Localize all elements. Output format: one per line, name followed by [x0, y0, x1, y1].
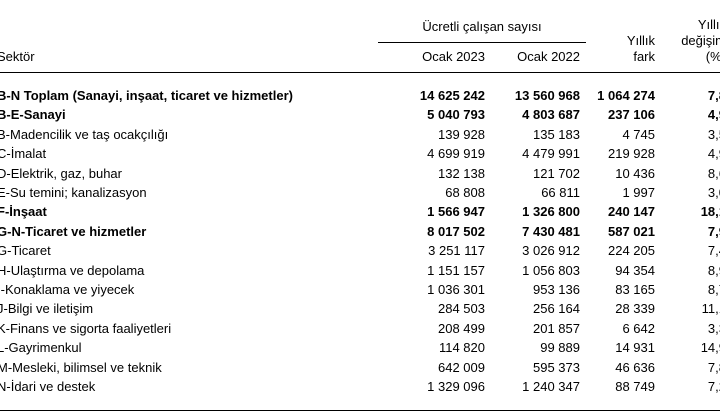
cell-value: 1 997: [622, 185, 655, 200]
row-label: K-Finans ve sigorta faaliyetleri: [0, 320, 172, 336]
cell-value: 11,1: [701, 301, 720, 317]
cell-value: 46 636: [615, 359, 655, 375]
cell-value: 18,1: [700, 204, 720, 220]
cell-value: 4 479 991: [522, 146, 580, 162]
cell-value: 68 808: [445, 185, 485, 200]
cell-value: 4 745: [622, 126, 655, 142]
cell-value: 3 251 117: [428, 243, 485, 259]
cell-value: 1 566 947: [427, 204, 485, 220]
cell-value: 14 931: [615, 340, 655, 356]
column-header: Yıllık fark: [626, 33, 655, 64]
cell-value: 83 165: [615, 282, 655, 297]
cell-value: 8,9: [707, 262, 720, 278]
cell-value: 88 749: [615, 379, 655, 394]
column-header: Ocak 2023: [422, 49, 485, 64]
row-label: B-Madencilik ve taş ocakçılığı: [0, 126, 169, 142]
cell-value: 3 026 912: [522, 243, 580, 259]
row-label: D-Elektrik, gaz, buhar: [0, 165, 122, 181]
cell-value: 1 151 157: [427, 262, 485, 278]
cell-value: 7,4: [707, 243, 720, 259]
cell-value: 3,5: [707, 126, 720, 142]
cell-value: 8,7: [707, 282, 720, 297]
cell-value: 8,6: [707, 165, 720, 181]
cell-value: 219 928: [608, 146, 655, 162]
cell-value: 121 702: [533, 165, 580, 181]
cell-value: 256 164: [533, 301, 580, 317]
row-label: B-E-Sanayi: [0, 107, 66, 123]
cell-value: 595 373: [533, 359, 580, 375]
cell-value: 1 064 274: [597, 88, 655, 103]
row-label: N-İdari ve destek: [0, 379, 96, 394]
row-label: C-İmalat: [0, 146, 47, 162]
cell-value: 99 889: [540, 340, 580, 356]
cell-value: 135 183: [533, 126, 580, 142]
group-header: Ücretli çalışan sayısı: [422, 19, 542, 34]
row-label: J-Bilgi ve iletişim: [0, 301, 94, 317]
row-label: B-N Toplam (Sanayi, inşaat, ticaret ve h…: [0, 88, 293, 103]
cell-value: 284 503: [438, 301, 485, 317]
column-header: Yıllık değişim (%): [681, 17, 720, 64]
cell-value: 94 354: [615, 262, 655, 278]
cell-value: 7,2: [707, 379, 720, 394]
cell-value: 8 017 502: [427, 223, 485, 239]
row-label: E-Su temini; kanalizasyon: [0, 185, 147, 200]
cell-value: 13 560 968: [514, 88, 580, 103]
bottom-rule: [0, 410, 720, 411]
row-label: G-Ticaret: [0, 243, 51, 259]
row-label: L-Gayrimenkul: [0, 340, 82, 356]
row-label: I-Konaklama ve yiyecek: [0, 282, 135, 297]
column-header: Sektör: [0, 49, 35, 64]
cell-value: 1 036 301: [427, 282, 485, 297]
cell-value: 587 021: [608, 223, 655, 239]
row-label: F-İnşaat: [0, 204, 47, 220]
cell-value: 237 106: [608, 107, 655, 123]
cell-value: 1 329 096: [427, 379, 485, 394]
cell-value: 14,9: [700, 340, 720, 356]
cell-value: 208 499: [438, 320, 485, 336]
column-header: Ocak 2022: [517, 49, 580, 64]
cell-value: 3,0: [707, 185, 720, 200]
cell-value: 4 803 687: [522, 107, 580, 123]
cell-value: 1 240 347: [522, 379, 580, 394]
cell-value: 642 009: [438, 359, 485, 375]
cell-value: 224 205: [608, 243, 655, 259]
cell-value: 4 699 919: [427, 146, 485, 162]
row-label: M-Mesleki, bilimsel ve teknik: [0, 359, 162, 375]
row-label: H-Ulaştırma ve depolama: [0, 262, 145, 278]
cell-value: 4,9: [707, 146, 720, 162]
cell-value: 139 928: [438, 126, 485, 142]
cell-value: 132 138: [438, 165, 485, 181]
cell-value: 7,8: [707, 359, 720, 375]
cell-value: 66 811: [541, 185, 580, 200]
cell-value: 953 136: [533, 282, 580, 297]
row-label: G-N-Ticaret ve hizmetler: [0, 223, 147, 239]
cell-value: 240 147: [608, 204, 655, 220]
cell-value: 114 820: [438, 340, 485, 356]
cell-value: 28 339: [615, 301, 655, 317]
cell-value: 1 326 800: [522, 204, 580, 220]
cell-value: 201 857: [533, 320, 580, 336]
cell-value: 4,9: [707, 107, 720, 123]
group-rule: [378, 42, 586, 43]
header-rule: [0, 72, 720, 73]
cell-value: 7,9: [707, 223, 720, 239]
cell-value: 14 625 242: [419, 88, 485, 103]
cell-value: 3,3: [707, 320, 720, 336]
cell-value: 1 056 803: [522, 262, 580, 278]
cell-value: 10 436: [615, 165, 655, 181]
cell-value: 5 040 793: [427, 107, 485, 123]
cell-value: 6 642: [622, 320, 655, 336]
cell-value: 7,8: [707, 88, 720, 103]
cell-value: 7 430 481: [522, 223, 580, 239]
